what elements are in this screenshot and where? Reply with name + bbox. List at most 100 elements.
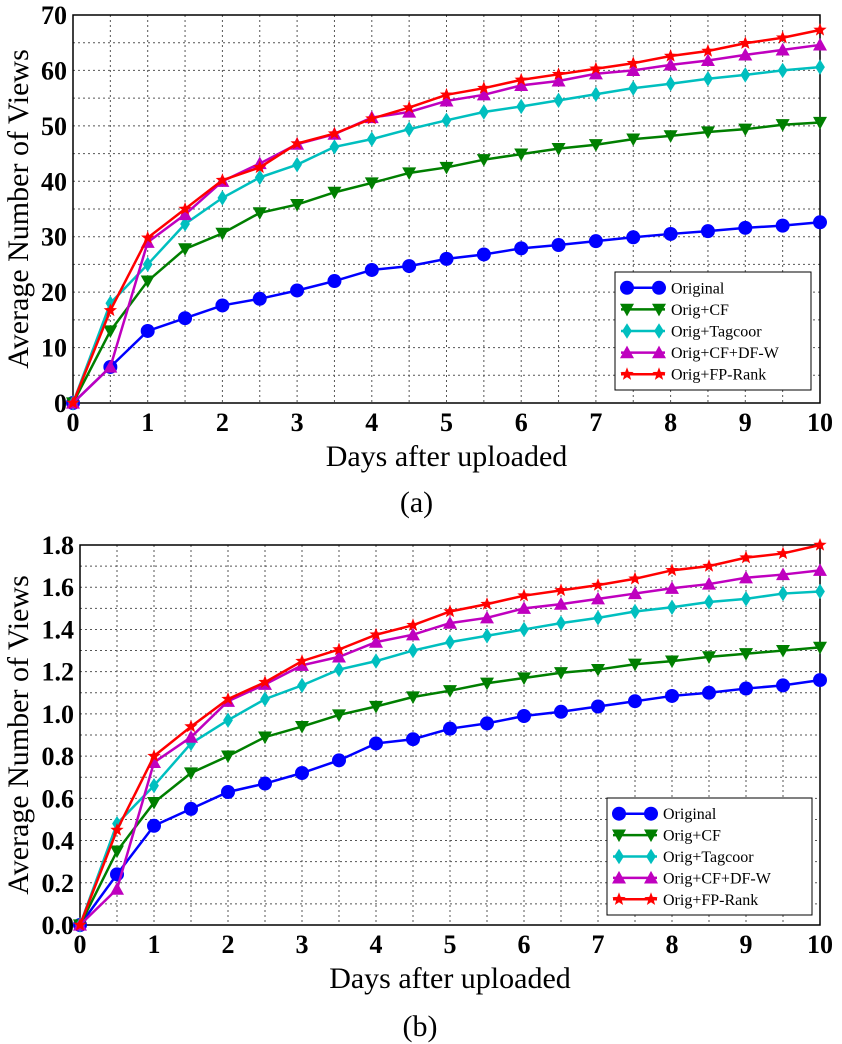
chart-a-caption: (a) (400, 486, 433, 519)
chart-a-series-orig-tagcoor (68, 59, 825, 411)
chart-b-data-point (665, 563, 679, 576)
chart-a-data-point (252, 207, 267, 220)
chart-b-data-point (739, 550, 753, 564)
chart-a: 0 1 2 3 4 5 6 7 8 9 10 0 10 20 30 40 50 60 70 Days after up… (2, 1, 833, 519)
chart-a-data-point (626, 63, 641, 77)
chart-b-data-point (295, 720, 309, 734)
chart-b-data-point (147, 818, 161, 833)
chart-b-data-point (630, 603, 640, 620)
chart-a-data-point (252, 291, 267, 306)
chart-a-data-point (402, 259, 417, 274)
chart-b-data-point (517, 588, 531, 602)
chart-a-data-point (551, 73, 566, 87)
chart-b-data-point (443, 721, 457, 736)
chart-a-data-point (402, 100, 416, 114)
chart-b-data-point (147, 749, 161, 762)
chart-b-data-point (776, 546, 790, 560)
chart-a-data-point (738, 47, 753, 61)
chart-b-data-point (591, 663, 605, 677)
chart-b-y-tick-label: 1.8 (42, 531, 75, 560)
chart-a-data-point (703, 71, 713, 87)
chart-a-data-point (663, 49, 678, 62)
chart-b-legend-label: Orig+FP-Rank (663, 892, 758, 909)
chart-a-legend-marker (652, 280, 666, 295)
chart-b: 0 1 2 3 4 5 6 7 8 9 10 0.0 0.2 0.4 0.6 0.8 1.0 1.2 1.4 1.6 1… (2, 531, 833, 1043)
chart-b-caption: (b) (403, 1010, 438, 1043)
chart-a-data-point (365, 111, 379, 125)
chart-b-data-point (369, 635, 383, 648)
chart-b-data-point (147, 796, 161, 810)
chart-a-data-point (327, 274, 342, 289)
chart-b-data-point (149, 777, 159, 794)
chart-a-data-point (663, 57, 678, 71)
chart-a-data-point (813, 37, 827, 51)
chart-a-series-orig-cf (66, 116, 827, 410)
chart-b-data-point (702, 685, 716, 700)
chart-b-data-point (480, 610, 494, 624)
chart-a-data-point (700, 53, 715, 67)
chart-b-data-point (260, 691, 270, 707)
chart-b-data-point (406, 732, 420, 747)
chart-a-data-point (178, 311, 193, 326)
chart-a-y-axis-label: Average Number of Views (2, 49, 35, 368)
chart-a-x-tick-label: 1 (141, 408, 154, 437)
chart-a-data-point (626, 133, 641, 147)
chart-b-legend-marker (644, 829, 658, 843)
chart-b-legend-marker (612, 829, 626, 843)
chart-b-data-point (184, 767, 198, 780)
chart-b-data-point (739, 681, 753, 696)
chart-a-data-point (516, 98, 527, 115)
chart-a-data-point (478, 104, 489, 120)
chart-a-legend-label: Orig+CF+DF-W (671, 345, 780, 362)
chart-b-data-point (221, 750, 235, 764)
chart-a-data-point (591, 86, 601, 102)
chart-a-data-point (140, 275, 155, 289)
chart-b-data-point (813, 641, 827, 655)
chart-a-x-tick-label: 9 (739, 408, 752, 437)
chart-b-data-point (184, 719, 198, 733)
chart-b-y-tick-label: 0.0 (42, 911, 75, 940)
chart-b-data-point (480, 597, 494, 610)
chart-b-series-orig-tagcoor (75, 583, 825, 933)
chart-a-data-point (439, 251, 454, 266)
chart-b-legend-marker (612, 870, 626, 884)
chart-b-data-point (295, 766, 309, 780)
chart-a-legend-marker (654, 323, 664, 339)
chart-b-x-tick-label: 9 (740, 930, 753, 959)
chart-b-plot-frame (79, 544, 821, 926)
chart-a-legend: Original Orig+CF Orig+Tagcoor Orig+CF+DF-W O… (614, 271, 812, 391)
chart-b-data-point (258, 731, 272, 745)
chart-a-data-point (514, 72, 528, 86)
chart-a-data-point (738, 220, 753, 235)
chart-b-data-point (517, 672, 531, 685)
chart-b-data-point (741, 591, 751, 607)
chart-a-data-point (142, 256, 153, 273)
chart-b-data-point (554, 704, 568, 719)
chart-b-data-point (702, 559, 716, 572)
chart-b-data-point (667, 599, 677, 615)
chart-a-data-point (217, 190, 228, 206)
chart-b-data-point (591, 591, 605, 605)
chart-b-data-point (628, 694, 642, 709)
chart-a-x-axis-label: Days after uploaded (326, 440, 568, 473)
chart-b-legend: Original Orig+CF Orig+Tagcoor Orig+CF+DF-W O… (606, 797, 813, 916)
chart-b-data-point (665, 655, 679, 669)
chart-a-data-point (439, 161, 454, 175)
chart-a-data-point (589, 61, 603, 75)
chart-a-data-point (551, 67, 566, 80)
chart-b-data-point (665, 581, 679, 594)
chart-b-data-point (480, 677, 494, 691)
chart-a-data-point (178, 202, 192, 215)
chart-a-data-point (775, 42, 790, 56)
chart-b-data-point (221, 785, 235, 799)
chart-b-data-point (628, 658, 642, 672)
chart-a-y-tick-label: 10 (41, 334, 67, 363)
chart-a-data-point (813, 116, 827, 130)
chart-a-data-point (140, 323, 155, 338)
chart-a-data-point (551, 142, 566, 156)
chart-b-data-point (184, 730, 198, 743)
chart-b-data-point (295, 654, 309, 667)
chart-b-data-point (813, 673, 827, 688)
chart-a-data-point (364, 177, 379, 190)
